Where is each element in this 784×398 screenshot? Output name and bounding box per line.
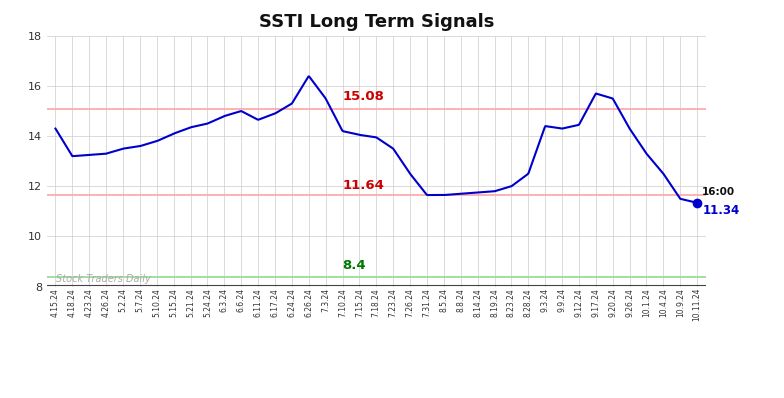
Text: 16:00: 16:00 <box>702 187 735 197</box>
Text: 8.4: 8.4 <box>343 259 366 271</box>
Text: 15.08: 15.08 <box>343 90 384 103</box>
Text: 11.34: 11.34 <box>702 204 739 217</box>
Text: 11.64: 11.64 <box>343 179 384 191</box>
Title: SSTI Long Term Signals: SSTI Long Term Signals <box>259 14 494 31</box>
Text: Stock Traders Daily: Stock Traders Daily <box>56 273 151 283</box>
